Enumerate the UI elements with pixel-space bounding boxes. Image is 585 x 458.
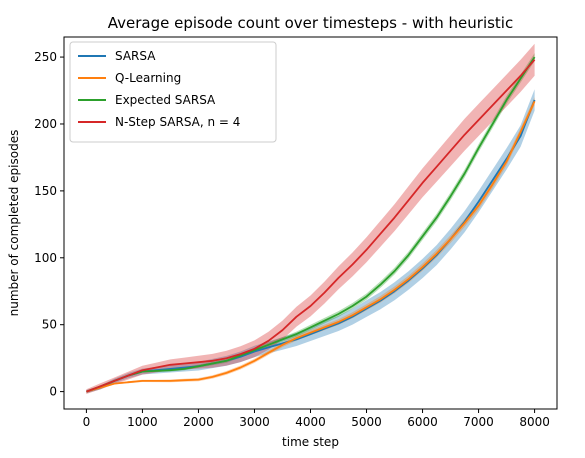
y-tick-label: 150 — [34, 184, 57, 198]
x-tick-label: 3000 — [239, 415, 270, 429]
legend-label: N-Step SARSA, n = 4 — [115, 115, 240, 129]
y-tick-label: 0 — [49, 385, 57, 399]
chart-title: Average episode count over timesteps - w… — [108, 14, 513, 32]
line-series-2 — [86, 100, 536, 393]
x-tick-label: 5000 — [351, 415, 382, 429]
series-lines — [86, 56, 536, 393]
x-tick-label: 4000 — [295, 415, 326, 429]
x-tick-label: 0 — [83, 415, 91, 429]
y-tick-label: 50 — [42, 318, 57, 332]
x-tick-label: 6000 — [407, 415, 438, 429]
x-axis-label: time step — [282, 435, 339, 449]
legend-label: Q-Learning — [115, 71, 181, 85]
x-tick-label: 8000 — [519, 415, 550, 429]
line-series-4 — [86, 59, 536, 393]
y-tick-label: 200 — [34, 117, 57, 131]
x-tick-label: 7000 — [463, 415, 494, 429]
legend-label: SARSA — [115, 49, 156, 63]
y-axis-ticks: 0 50 100 150 200 250 — [34, 50, 64, 399]
x-tick-label: 1000 — [127, 415, 158, 429]
y-tick-label: 100 — [34, 251, 57, 265]
line-series-3 — [86, 56, 536, 393]
x-axis-ticks: 0 1000 2000 3000 4000 5000 6000 7000 8000 — [83, 409, 550, 429]
y-tick-label: 250 — [34, 50, 57, 64]
legend-label: Expected SARSA — [115, 93, 216, 107]
legend: SARSA Q-Learning Expected SARSA N-Step SARS… — [69, 41, 277, 143]
x-tick-label: 2000 — [183, 415, 214, 429]
y-axis-label: number of completed episodes — [7, 130, 21, 317]
legend-box — [69, 41, 277, 143]
